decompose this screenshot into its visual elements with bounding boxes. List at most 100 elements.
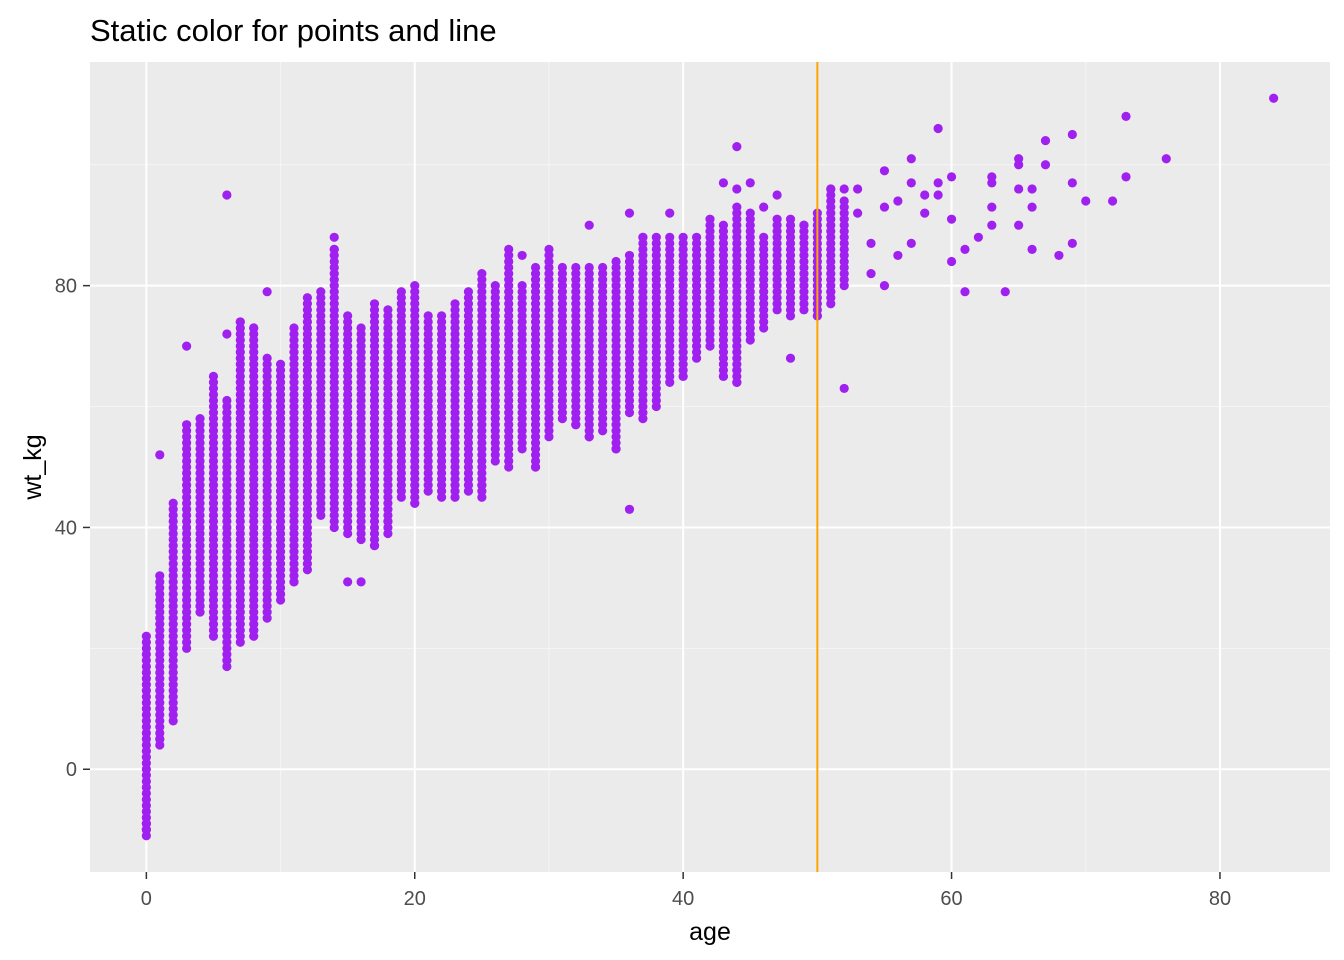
data-point [584,220,594,230]
data-point [678,371,688,381]
data-point [611,256,621,267]
y-axis: 0 40 80 [55,276,90,781]
data-point [987,202,997,212]
data-point [289,577,299,587]
data-point [1014,220,1024,230]
data-point [987,220,997,230]
data-point [1067,238,1077,248]
data-point [879,166,890,176]
data-point [544,244,554,254]
data-point [638,232,648,242]
data-point [410,498,420,508]
data-point [1081,196,1091,206]
data-point [732,365,742,375]
data-point [584,262,594,273]
data-point [222,190,232,200]
data-point [839,383,849,394]
data-point [155,734,165,744]
data-point [611,444,621,454]
data-point [866,238,876,248]
data-point [195,414,205,424]
data-point [946,214,957,224]
y-tick-label: 40 [55,517,77,539]
chart-title: Static color for points and line [90,13,497,48]
data-point [987,178,997,188]
data-point [718,178,729,188]
x-tick-label: 60 [940,888,962,910]
data-point [691,232,702,242]
data-point [584,432,594,442]
data-point [893,250,903,261]
data-point [1014,160,1024,170]
data-point [504,244,514,254]
data-point [960,244,970,254]
data-point [1040,160,1051,170]
data-point [853,184,863,194]
data-point [369,540,380,551]
data-point [571,262,581,273]
data-point [383,305,393,315]
data-point [906,154,916,164]
data-point [678,232,688,242]
x-axis: 0 20 40 60 80 [141,872,1231,910]
data-point [759,202,769,212]
data-point [343,311,353,321]
data-point [316,287,326,297]
data-point [195,601,205,611]
data-point [826,184,836,194]
data-point [906,238,916,248]
data-point [853,208,863,218]
data-point [329,232,339,242]
data-point [490,281,500,291]
data-point [1014,184,1024,194]
data-point [571,420,581,430]
data-point [343,577,353,587]
data-point [530,462,541,472]
x-tick-label: 0 [141,888,152,910]
data-point [893,196,903,206]
x-tick-label: 20 [404,888,426,910]
data-point [1027,202,1037,212]
data-point [1121,172,1131,182]
data-point [557,262,567,273]
data-point [920,208,930,218]
data-point [262,287,272,297]
data-point [423,311,433,321]
data-point [222,329,232,339]
y-tick-label: 80 [55,276,77,298]
data-point [182,341,192,351]
data-point [208,371,219,381]
data-point [262,613,272,623]
data-point [222,655,232,666]
y-tick-label: 0 [66,759,77,781]
data-point [598,262,608,273]
data-point [517,250,527,261]
data-point [946,256,957,267]
data-point [289,323,299,333]
data-point [1000,287,1010,297]
data-point [839,196,849,206]
data-point [369,299,380,309]
data-point [517,281,527,291]
data-point [745,178,755,188]
data-point [624,250,635,261]
data-point [1121,111,1131,122]
data-point [879,202,890,212]
data-point [785,353,796,363]
y-axis-title: wt_kg [19,434,47,500]
data-point [665,208,675,218]
data-point [530,262,541,273]
data-point [705,214,715,224]
data-point [141,631,151,641]
data-point [262,353,272,363]
data-point [718,371,729,381]
data-point [463,287,474,297]
data-point [1269,93,1279,103]
data-point [866,268,876,279]
data-point [759,232,769,242]
data-point [933,178,943,188]
data-point [168,498,178,508]
data-point [1067,129,1077,140]
data-point [356,323,366,333]
